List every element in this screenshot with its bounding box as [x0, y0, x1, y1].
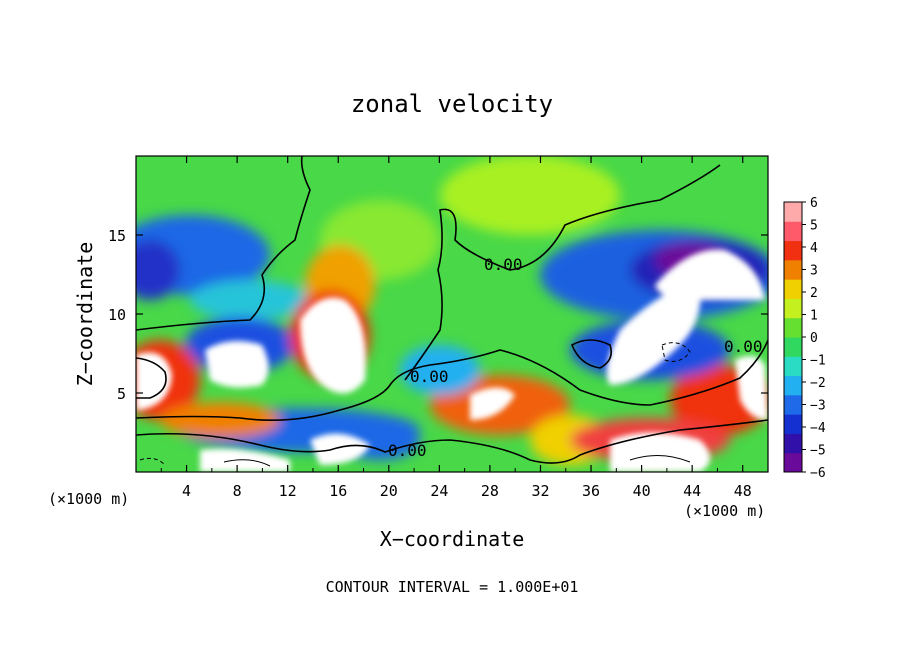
colorbar-tick-label: −4	[810, 421, 826, 436]
colorbar-swatch	[784, 356, 802, 377]
x-tick-label: 24	[430, 482, 448, 500]
x-tick-label: 32	[531, 482, 549, 500]
chart-title: zonal velocity	[351, 90, 553, 118]
x-tick-label: 20	[380, 482, 398, 500]
x-unit-right: (×1000 m)	[684, 502, 765, 520]
x-tick-label: 28	[481, 482, 499, 500]
colorbar-tick-label: 4	[810, 241, 818, 256]
colorbar-tick-label: 1	[810, 309, 818, 324]
colorbar-swatch	[784, 394, 802, 415]
x-tick-label: 48	[734, 482, 752, 500]
colorbar-tick-label: 2	[810, 286, 818, 301]
colorbar-tick-label: −5	[810, 444, 826, 459]
colorbar-tick-label: 3	[810, 264, 818, 279]
y-tick-label: 10	[108, 306, 126, 324]
x-tick-label: 16	[329, 482, 347, 500]
colorbar-swatch	[784, 317, 802, 338]
colorbar-swatch	[784, 279, 802, 299]
x-axis: 4 8 12 16 20 24 28 32 36 40 44 48	[160, 156, 752, 500]
x-tick-label: 44	[683, 482, 701, 500]
y-axis: 5 10 15	[108, 227, 768, 403]
colorbar-swatch	[784, 375, 802, 396]
colorbar-swatch	[784, 221, 802, 242]
colorbar-tick-label: 0	[810, 331, 818, 346]
x-tick-label: 8	[233, 482, 242, 500]
colorbar-swatch	[784, 202, 802, 222]
colorbar-tick-label: −2	[810, 376, 826, 391]
contour-label: 0.00	[724, 337, 763, 356]
x-tick-label: 36	[582, 482, 600, 500]
colorbar-tick-label: 6	[810, 196, 818, 211]
x-tick-label: 12	[279, 482, 297, 500]
x-tick-label: 4	[182, 482, 191, 500]
colorbar-swatch	[784, 452, 802, 473]
colorbar-tick-label: 5	[810, 219, 818, 234]
contour-label: 0.00	[388, 441, 427, 460]
y-axis-label: Z−coordinate	[73, 242, 97, 387]
colorbar-tick-label: −1	[810, 354, 826, 369]
x-unit-left: (×1000 m)	[48, 490, 129, 508]
colorbar-tick-label: −6	[810, 466, 826, 481]
colorbar-swatch	[784, 240, 802, 261]
contour-label: 0.00	[410, 367, 449, 386]
contour-interval-note: CONTOUR INTERVAL = 1.000E+01	[326, 578, 579, 596]
colorbar: 6 5 4 3 2 1 0 −1 −2 −3 −4 −5 −6	[783, 196, 826, 481]
colorbar-swatch	[784, 259, 802, 280]
colorbar-swatch	[784, 298, 802, 319]
heatmap-field	[136, 156, 768, 472]
colorbar-swatch	[784, 414, 802, 434]
y-tick-label: 15	[108, 227, 126, 245]
colorbar-tick-label: −3	[810, 399, 826, 414]
colorbar-swatch	[784, 337, 802, 357]
x-axis-label: X−coordinate	[380, 527, 525, 551]
contour-label: 0.00	[484, 255, 523, 274]
colorbar-swatch	[784, 433, 802, 454]
y-tick-label: 5	[117, 385, 126, 403]
x-tick-label: 40	[633, 482, 651, 500]
